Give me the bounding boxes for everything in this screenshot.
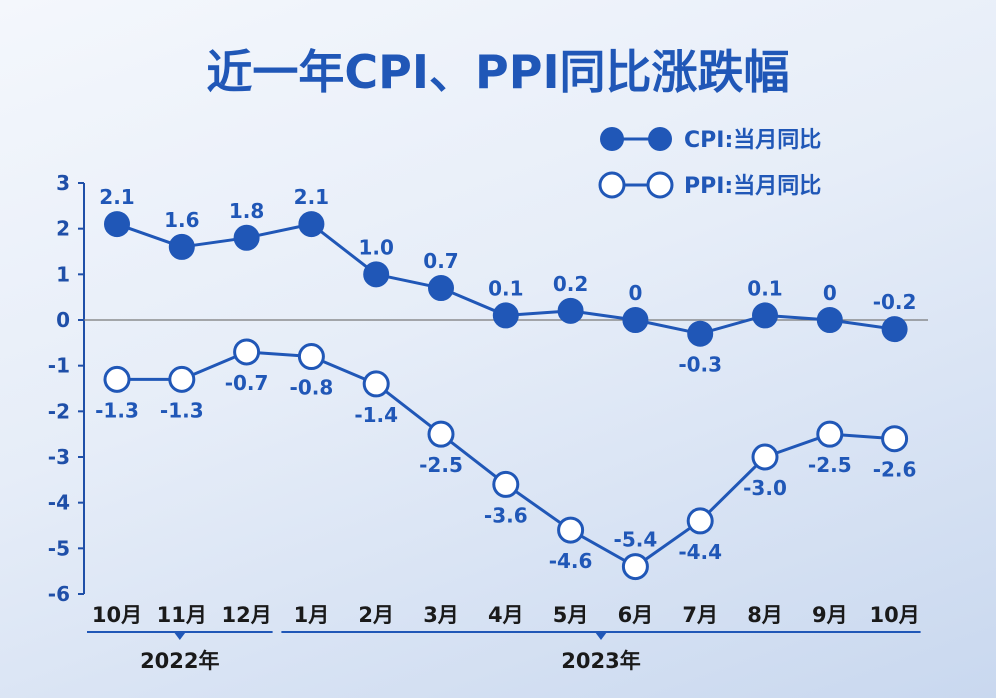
chart-title: 近一年CPI、PPI同比涨跌幅 [206, 45, 789, 99]
data-label: 0.7 [423, 249, 458, 273]
data-labels: 2.1 1.6 1.8 2.1 1.0 0.7 0.1 0.2 0 -0.3 0.1 0 -0.2 -1.… [95, 185, 916, 573]
data-label: -4.4 [678, 540, 722, 564]
ppi-point [103, 365, 131, 393]
x-tick-label: 11月 [157, 603, 207, 627]
data-label: 1.0 [358, 235, 393, 259]
data-label: -4.6 [549, 549, 593, 573]
year-bracket-pointer [173, 632, 186, 640]
year-label: 2022年 [140, 649, 219, 673]
cpi-point [881, 316, 908, 343]
ppi-point [492, 470, 520, 498]
y-tick-label: 0 [56, 308, 70, 332]
year-bracket-pointer [595, 632, 607, 640]
year-label: 2023年 [561, 649, 640, 673]
legend-label: CPI:当月同比 [684, 128, 821, 153]
cpi-point [233, 224, 260, 251]
y-tick-label: 1 [56, 262, 70, 286]
y-tick-label: 2 [56, 217, 70, 241]
cpi-point [687, 320, 714, 347]
y-tick-label: -6 [48, 582, 70, 606]
data-label: -1.3 [95, 398, 139, 422]
x-tick-label: 9月 [812, 603, 848, 627]
x-tick-label: 2月 [358, 603, 394, 627]
data-label: -1.3 [160, 398, 204, 422]
ppi-point [816, 420, 844, 448]
y-tick-label: -3 [48, 445, 70, 469]
cpi-point [816, 307, 843, 333]
cpi-point [363, 261, 390, 288]
data-label: -2.6 [873, 458, 917, 482]
x-tick-label: 5月 [553, 603, 589, 627]
data-label: -2.5 [419, 453, 463, 477]
series-markers [103, 211, 909, 581]
cpi-point [492, 302, 519, 329]
cpi-point [752, 302, 778, 329]
y-tick-label: -5 [48, 536, 70, 560]
data-label: 0 [628, 281, 642, 305]
y-tick-label: -1 [48, 354, 70, 378]
data-label: 0 [823, 281, 837, 305]
cpi-point [428, 275, 454, 302]
x-tick-label: 10月 [869, 603, 919, 627]
x-tick-label: 7月 [682, 603, 718, 627]
data-label: -3.0 [743, 476, 787, 500]
data-label: 0.2 [553, 272, 588, 296]
cpi-point [557, 297, 584, 324]
data-label: -0.3 [678, 353, 722, 377]
data-label: 1.8 [229, 199, 264, 223]
ppi-point [751, 443, 779, 471]
cpi-point [298, 211, 325, 238]
y-tick-label: -4 [48, 491, 70, 515]
cpi-point [168, 233, 195, 260]
ppi-point [427, 420, 455, 448]
legend-marker-hollow [646, 171, 674, 199]
data-label: 2.1 [294, 185, 329, 209]
legend-marker-hollow [598, 171, 626, 199]
x-tick-label: 3月 [423, 603, 459, 627]
x-tick-label: 10月 [92, 603, 142, 627]
cpi-point [104, 211, 130, 238]
x-tick-label: 8月 [747, 603, 783, 627]
y-tick-label: -2 [48, 399, 70, 423]
legend-marker-filled [600, 127, 624, 151]
legend-marker-filled [648, 127, 672, 151]
x-tick-label: 12月 [221, 603, 271, 627]
data-label: -3.6 [484, 503, 528, 527]
ppi-point [557, 516, 585, 544]
x-tick-label: 6月 [618, 603, 654, 627]
ppi-point [686, 507, 714, 535]
data-label: -0.7 [225, 371, 269, 395]
x-tick-label: 4月 [488, 603, 524, 627]
data-label: -5.4 [614, 528, 658, 552]
ppi-point [621, 553, 649, 581]
data-label: -0.8 [290, 376, 334, 400]
x-tick-label: 1月 [294, 603, 330, 627]
y-tick-label: 3 [56, 171, 70, 195]
data-label: -2.5 [808, 453, 852, 477]
data-label: 0.1 [747, 276, 782, 300]
ppi-point [233, 338, 261, 366]
legend: CPI:当月同比 PPI:当月同比 [598, 127, 821, 199]
ppi-point [168, 365, 196, 393]
cpi-point [622, 307, 649, 333]
data-label: -1.4 [354, 403, 398, 427]
legend-label: PPI:当月同比 [684, 174, 821, 199]
ppi-point [297, 343, 325, 371]
data-label: 2.1 [99, 185, 134, 209]
ppi-point [362, 370, 390, 398]
ppi-point [881, 425, 909, 453]
data-label: 0.1 [488, 276, 523, 300]
data-label: -0.2 [873, 290, 917, 314]
data-label: 1.6 [164, 208, 199, 232]
